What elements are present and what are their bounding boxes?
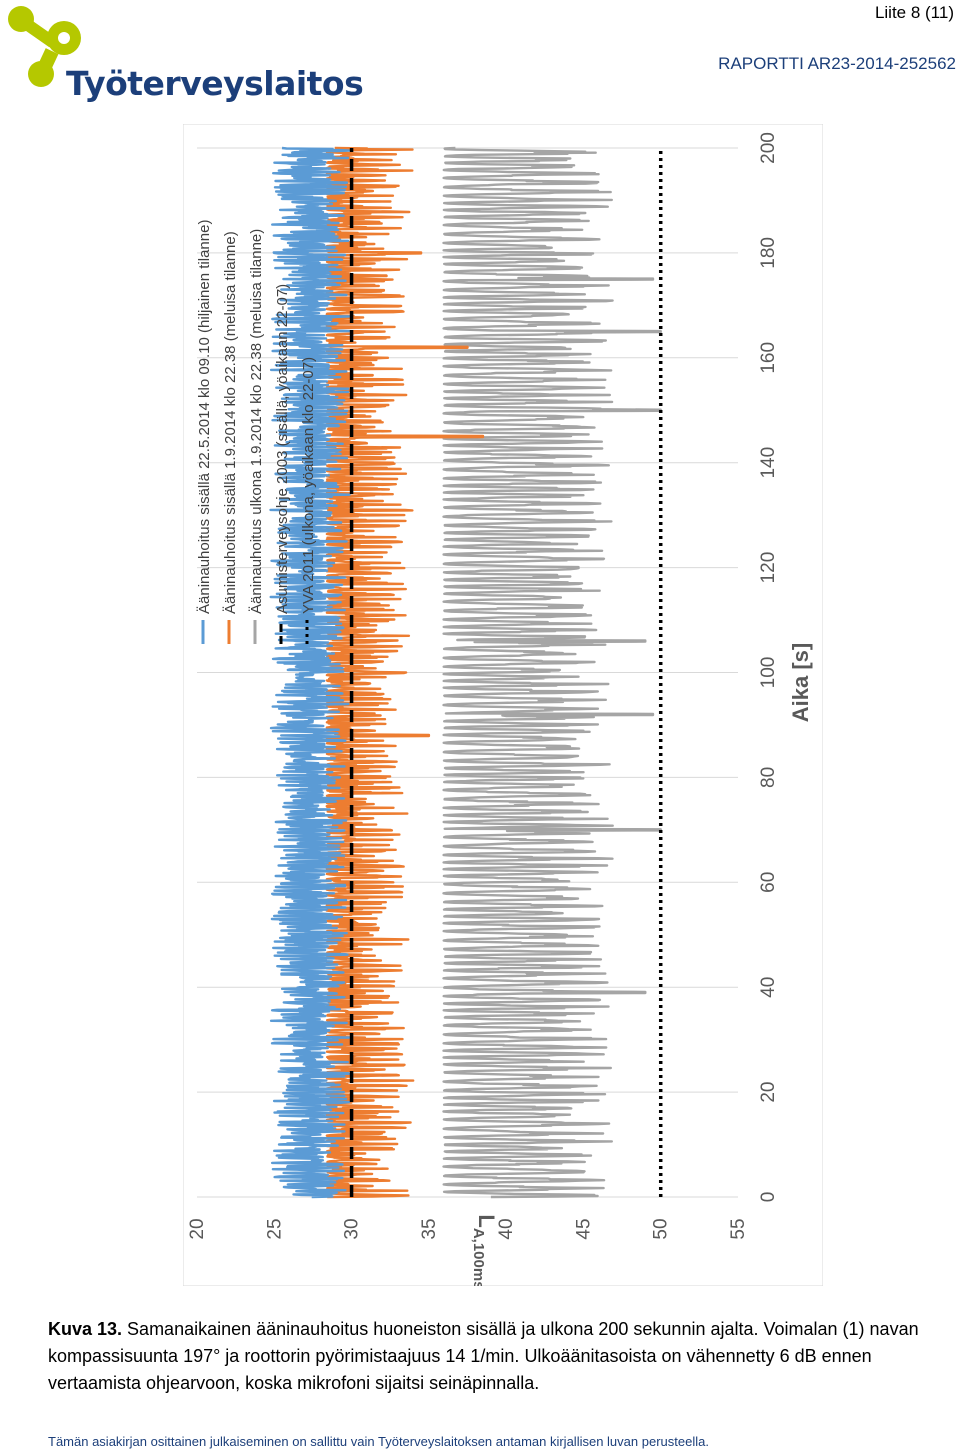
legend-entry: Ääninauhoitus sisällä 1.9.2014 klo 22.38… (222, 231, 239, 614)
series-line-2 (442, 146, 662, 1199)
x-tick-label: 80 (758, 767, 779, 788)
x-tick-label: 120 (758, 552, 779, 584)
legend-entry: Ääninauhoitus ulkona 1.9.2014 klo 22.38 … (248, 229, 265, 614)
x-tick-label: 100 (758, 657, 779, 689)
x-axis-title: Aika [s] (788, 643, 813, 722)
series-line-0 (269, 146, 351, 1199)
x-tick-label: 160 (758, 342, 779, 374)
logo-mark-icon (8, 6, 81, 87)
y-tick-label: 50 (651, 1218, 672, 1239)
y-tick-label: 45 (573, 1218, 594, 1239)
series-line-1 (325, 146, 485, 1199)
x-tick-label: 40 (758, 977, 779, 998)
figure-caption: Kuva 13. Samanaikainen ääninauhoitus huo… (48, 1316, 948, 1397)
appendix-label: Liite 8 (11) (874, 3, 954, 22)
x-tick-label: 20 (758, 1082, 779, 1103)
x-tick-label: 60 (758, 872, 779, 893)
y-tick-label: 30 (342, 1218, 363, 1239)
x-tick-label: 140 (758, 447, 779, 479)
legend-entry: Ääninauhoitus sisällä 22.5.2014 klo 09.1… (196, 220, 213, 614)
caption-label: Kuva 13. (48, 1319, 123, 1339)
x-tick-label: 0 (758, 1192, 779, 1203)
noise-level-chart: 0 20 40 60 80 100 120 140 160 180 200 20 25 30 35 40 45 5… (182, 123, 824, 1340)
x-tick-label: 200 (758, 132, 779, 164)
legend-entry: YVA 2011 (ulkona, yöaikaan klo 22-07) (300, 357, 317, 614)
y-tick-label: 20 (187, 1218, 208, 1239)
chart-container: 0 20 40 60 80 100 120 140 160 180 200 20 25 30 35 40 45 5… (182, 123, 824, 1340)
legend-entry: Asumisterveysohje 2003 (sisällä, yöaikaa… (274, 284, 291, 614)
y-tick-label: 40 (496, 1218, 517, 1239)
y-tick-label: 55 (728, 1218, 749, 1239)
x-tick-label: 180 (758, 237, 779, 269)
caption-text: Samanaikainen ääninauhoitus huoneiston s… (48, 1319, 919, 1393)
tyoterveyslaitos-logo: Työterveyslaitos (0, 0, 364, 112)
footer-notice: Tämän asiakirjan osittainen julkaisemine… (48, 1434, 709, 1449)
report-id: RAPORTTI AR23-2014-252562 (718, 54, 956, 73)
y-tick-label: 35 (419, 1218, 440, 1239)
logo-wordmark: Työterveyslaitos (66, 64, 364, 103)
y-tick-label: 25 (264, 1218, 285, 1239)
